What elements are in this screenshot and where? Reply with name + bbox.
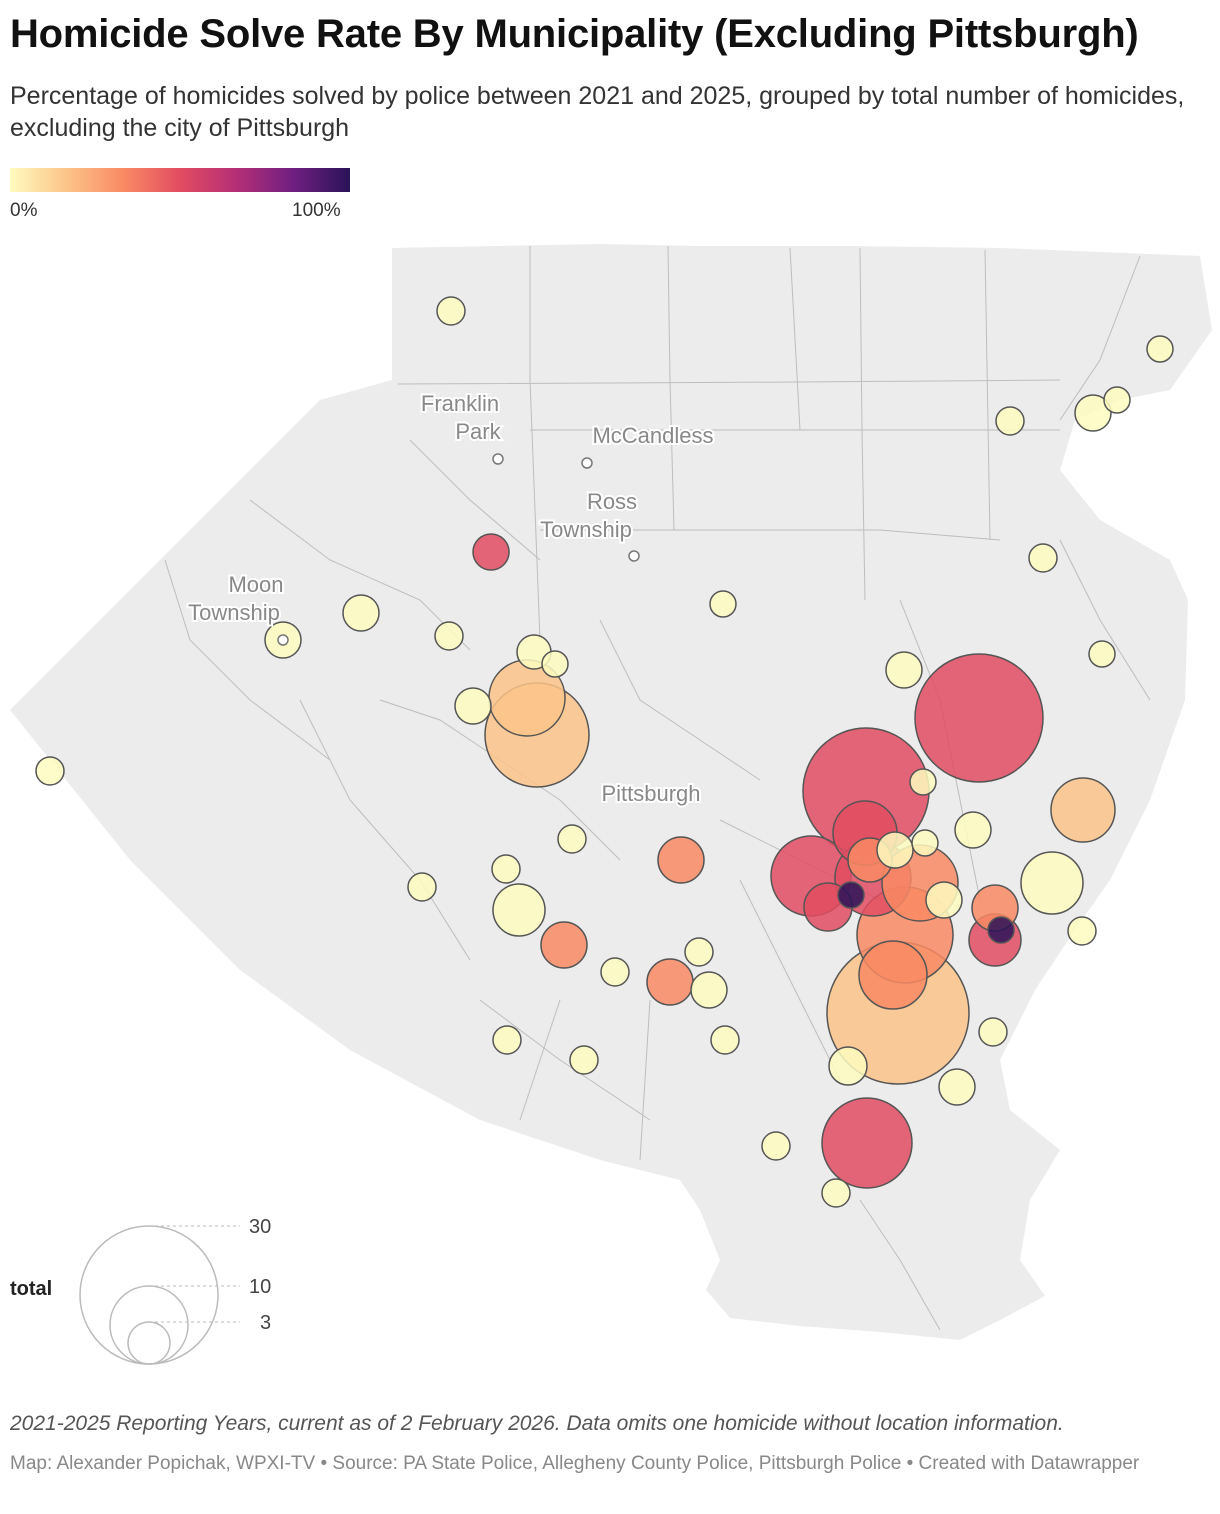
municipality-bubble[interactable]: [821, 1097, 913, 1189]
municipality-bubble[interactable]: [938, 1068, 976, 1106]
municipality-bubble[interactable]: [987, 916, 1015, 944]
municipality-bubble[interactable]: [914, 653, 1044, 783]
size-legend-value-3: 3: [260, 1312, 271, 1334]
municipality-bubble[interactable]: [690, 971, 728, 1009]
chart-credit: Map: Alexander Popichak, WPXI-TV • Sourc…: [10, 1453, 1140, 1474]
municipality-bubble[interactable]: [709, 590, 737, 618]
municipality-bubble[interactable]: [925, 881, 963, 919]
municipality-bubble[interactable]: [1067, 916, 1097, 946]
municipality-bubble[interactable]: [454, 687, 492, 725]
municipality-bubble[interactable]: [828, 1046, 868, 1086]
municipality-bubble[interactable]: [342, 594, 380, 632]
municipality-bubble[interactable]: [954, 811, 992, 849]
place-label-moon-line2: Township: [188, 600, 280, 625]
municipality-bubble[interactable]: [885, 651, 923, 689]
size-legend-circle-large: [79, 1225, 219, 1365]
color-scale-min-label: 0%: [10, 200, 38, 221]
municipality-bubble[interactable]: [472, 533, 510, 571]
municipality-bubble[interactable]: [492, 883, 546, 937]
municipality-bubble[interactable]: [436, 296, 466, 326]
municipality-bubble[interactable]: [684, 937, 714, 967]
municipality-bubble[interactable]: [911, 829, 939, 857]
municipality-bubble[interactable]: [909, 768, 937, 796]
municipality-bubble[interactable]: [1146, 335, 1174, 363]
county-map[interactable]: Franklin Park McCandless Ross Township M…: [0, 230, 1220, 1400]
place-marker: [581, 457, 593, 469]
place-label-ross-line2: Township: [540, 517, 632, 542]
municipality-bubble[interactable]: [434, 621, 464, 651]
chart-subtitle: Percentage of homicides solved by police…: [10, 82, 1185, 142]
municipality-bubble[interactable]: [837, 881, 865, 909]
municipality-bubble[interactable]: [876, 831, 914, 869]
size-legend-circle-small: [127, 1321, 171, 1365]
size-legend: 30 10 3: [79, 1216, 271, 1365]
municipality-bubble[interactable]: [541, 650, 569, 678]
place-marker: [628, 550, 640, 562]
size-legend-title: total: [10, 1278, 53, 1300]
place-label-franklin-park-line1: Franklin: [421, 391, 499, 416]
municipality-bubble[interactable]: [657, 836, 705, 884]
place-label-moon-line1: Moon: [228, 572, 283, 597]
municipality-bubble[interactable]: [978, 1017, 1008, 1047]
municipality-bubble[interactable]: [1050, 777, 1116, 843]
municipality-bubble[interactable]: [407, 872, 437, 902]
municipality-bubble[interactable]: [600, 957, 630, 987]
municipality-bubble[interactable]: [995, 406, 1025, 436]
municipality-bubble[interactable]: [540, 921, 588, 969]
municipality-bubble[interactable]: [35, 756, 65, 786]
place-label-pittsburgh: Pittsburgh: [601, 781, 700, 806]
place-label-mccandless: McCandless: [592, 423, 713, 448]
municipality-bubble[interactable]: [1088, 640, 1116, 668]
place-labels: Franklin Park McCandless Ross Township M…: [186, 389, 715, 808]
color-scale-max-label: 100%: [292, 200, 341, 221]
municipality-bubble[interactable]: [1074, 394, 1112, 432]
municipality-bubble[interactable]: [1028, 543, 1058, 573]
size-legend-value-10: 10: [249, 1276, 271, 1298]
municipality-bubble[interactable]: [858, 940, 928, 1010]
municipality-bubble[interactable]: [1103, 386, 1131, 414]
municipality-bubble[interactable]: [821, 1178, 851, 1208]
municipality-bubble[interactable]: [646, 958, 694, 1006]
municipality-bubble[interactable]: [492, 1025, 522, 1055]
size-legend-value-30: 30: [249, 1216, 271, 1238]
chart-note: 2021-2025 Reporting Years, current as of…: [10, 1412, 1064, 1435]
municipality-bubble[interactable]: [491, 854, 521, 884]
municipality-bubble[interactable]: [569, 1045, 599, 1075]
municipality-bubble[interactable]: [761, 1131, 791, 1161]
color-scale-bar: [10, 168, 350, 192]
municipality-bubble[interactable]: [710, 1025, 740, 1055]
municipality-bubble[interactable]: [557, 824, 587, 854]
chart-title: Homicide Solve Rate By Municipality (Exc…: [10, 12, 1139, 56]
place-label-ross-line1: Ross: [587, 489, 637, 514]
municipality-bubbles[interactable]: [35, 296, 1174, 1208]
place-label-franklin-park-line2: Park: [455, 419, 501, 444]
municipality-bubble[interactable]: [1020, 851, 1084, 915]
size-legend-circle-medium: [109, 1285, 189, 1365]
place-marker: [492, 453, 504, 465]
place-marker: [277, 634, 289, 646]
